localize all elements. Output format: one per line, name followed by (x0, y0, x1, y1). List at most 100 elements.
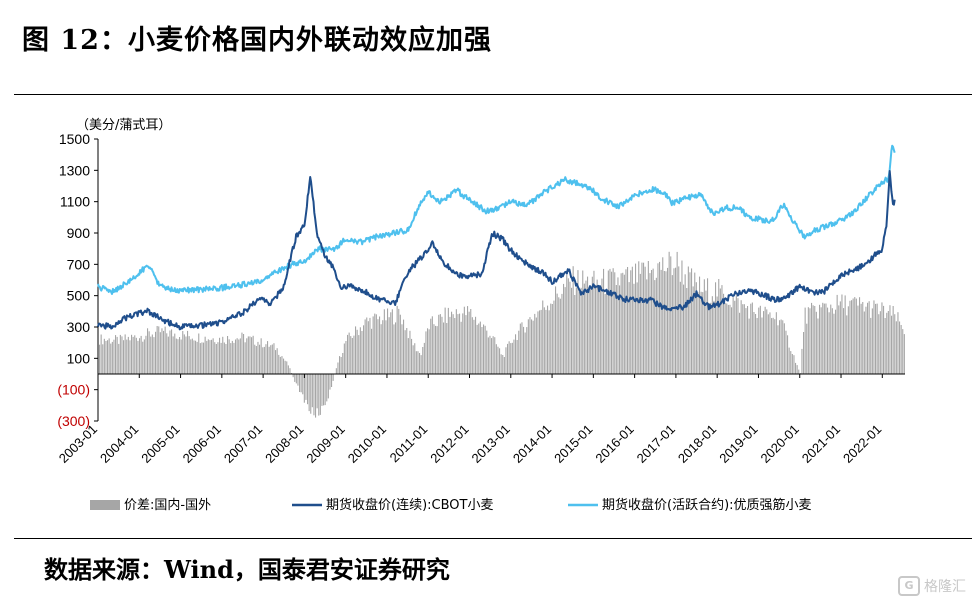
price-lines (97, 144, 896, 331)
spread-bar (263, 346, 265, 374)
spread-bar (742, 304, 744, 374)
spread-bar (204, 336, 206, 374)
y-tick-label: 300 (67, 319, 91, 335)
spread-bar (734, 300, 736, 374)
spread-bar (433, 324, 435, 374)
spread-bar (601, 278, 603, 374)
spread-bar (543, 307, 545, 374)
spread-bar (284, 360, 286, 374)
spread-bar (259, 344, 261, 374)
spread-bar (606, 292, 608, 374)
y-tick-label: 700 (67, 256, 91, 272)
spread-bar (321, 374, 323, 406)
spread-bar (556, 293, 558, 374)
spread-bar (665, 271, 667, 374)
spread-bar (467, 306, 469, 374)
spread-bar (489, 335, 491, 374)
spread-bar (191, 338, 193, 374)
spread-bar (358, 335, 360, 374)
spread-bar (521, 322, 523, 374)
spread-bar (572, 266, 574, 374)
spread-bar (475, 316, 477, 374)
spread-bar (737, 298, 739, 374)
spread-bar (113, 339, 115, 374)
spread-bar (225, 344, 227, 374)
spread-bar (588, 291, 590, 374)
spread-bar (502, 355, 504, 374)
spread-bar (100, 334, 102, 374)
x-tick-label: 2017-01 (634, 422, 678, 466)
x-tick-label: 2015-01 (551, 422, 595, 466)
spread-bar (815, 311, 817, 374)
spread-bar (676, 251, 678, 374)
spread-bar (899, 321, 901, 374)
spread-bar (196, 341, 198, 374)
spread-bar (244, 342, 246, 374)
spread-bar (355, 326, 357, 374)
spread-bar (724, 302, 726, 374)
spread-bar (873, 300, 875, 374)
spread-bar (169, 330, 171, 374)
spread-bar (790, 351, 792, 374)
spread-bar (476, 324, 478, 374)
spread-bar (607, 270, 609, 374)
spread-bar (479, 321, 481, 374)
spread-bar (679, 281, 681, 374)
spread-bar (647, 261, 649, 374)
spread-bar (431, 316, 433, 374)
spread-bar (532, 320, 534, 374)
spread-bar (495, 344, 497, 374)
spread-bar (140, 335, 142, 374)
spread-bar (692, 286, 694, 374)
spread-bar (183, 334, 185, 374)
x-tick-label: 2016-01 (592, 422, 636, 466)
spread-bar (505, 347, 507, 374)
spread-bar (833, 313, 835, 374)
spread-bar (153, 337, 155, 374)
spread-bar (699, 276, 701, 374)
spread-bar (267, 341, 269, 374)
spread-bar (315, 374, 317, 418)
spread-bar (571, 287, 573, 374)
spread-bar (708, 303, 710, 374)
spread-bar (575, 287, 577, 374)
spread-bar (439, 314, 441, 374)
strong-gluten-wheat-line (97, 144, 896, 295)
spread-bar (102, 344, 104, 374)
spread-bar (630, 270, 632, 374)
spread-bar (255, 346, 257, 374)
spread-bar (254, 344, 256, 374)
spread-bar (211, 339, 213, 374)
spread-bar (644, 266, 646, 374)
spread-bar (587, 276, 589, 374)
spread-bar (675, 267, 677, 374)
spread-bar (638, 261, 640, 374)
spread-bar (732, 297, 734, 374)
spread-bar (427, 328, 429, 374)
spread-bar (769, 312, 771, 374)
spread-bar (350, 336, 352, 374)
spread-bar (363, 325, 365, 374)
spread-bar (287, 365, 289, 374)
spread-bar (551, 304, 553, 374)
spread-bar (163, 330, 165, 374)
spread-bar (755, 314, 757, 374)
spread-bar (691, 268, 693, 374)
spread-bar (745, 308, 747, 374)
spread-bar (534, 313, 536, 374)
spread-bar (667, 267, 669, 374)
spread-bar (231, 340, 233, 374)
spread-bar (116, 336, 118, 374)
x-tick-label: 2020-01 (758, 422, 802, 466)
spread-bar (323, 374, 325, 406)
spread-bar (545, 309, 547, 374)
spread-bar (396, 305, 398, 374)
spread-bar (758, 307, 760, 374)
spread-bar (897, 312, 899, 374)
spread-bar (875, 303, 877, 374)
spread-bar (895, 321, 897, 374)
x-tick-label: 2013-01 (469, 422, 513, 466)
spread-bar (156, 326, 158, 374)
spread-bar (855, 298, 857, 374)
